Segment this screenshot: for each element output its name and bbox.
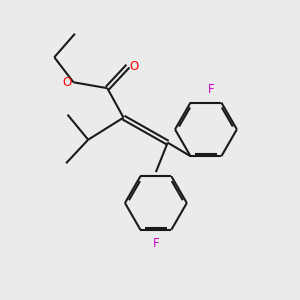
Text: F: F xyxy=(208,83,215,96)
Text: O: O xyxy=(63,76,72,89)
Text: F: F xyxy=(153,237,159,250)
Text: O: O xyxy=(129,60,139,73)
